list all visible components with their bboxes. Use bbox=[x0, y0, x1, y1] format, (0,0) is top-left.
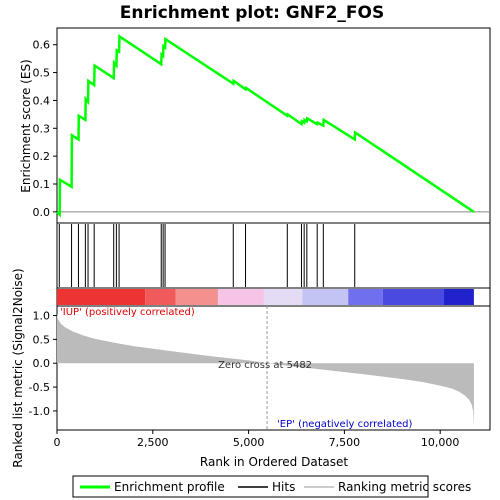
x-tick-label: 10,000 bbox=[421, 436, 460, 449]
positive-correlation-label: 'IUP' (positively correlated) bbox=[60, 307, 195, 318]
color-bar-segment bbox=[145, 289, 176, 305]
color-bar-segment bbox=[175, 289, 218, 305]
color-bar-segment bbox=[444, 289, 474, 305]
chart-title: Enrichment plot: GNF2_FOS bbox=[120, 3, 384, 23]
es-panel: 0.0 0.1 0.2 0.3 0.4 0.5 0.6 Enrichment score (… bbox=[19, 27, 491, 224]
es-ylabel: Enrichment score (ES) bbox=[19, 59, 33, 192]
rank-color-bar bbox=[56, 287, 491, 307]
legend-ranking-label: Ranking metric scores bbox=[338, 480, 471, 494]
hits-panel-frame bbox=[56, 222, 491, 289]
color-bar-segment bbox=[57, 289, 146, 305]
es-panel-frame bbox=[56, 27, 491, 224]
legend-hits-label: Hits bbox=[272, 480, 295, 494]
es-y-tick-label: 0.6 bbox=[33, 39, 51, 52]
metric-ylabel: Ranked list metric (Signal2Noise) bbox=[11, 268, 25, 467]
color-bar-segment bbox=[263, 289, 303, 305]
metric-y-tick-label: 1.0 bbox=[33, 310, 51, 323]
metric-y-tick-label: -1.0 bbox=[29, 405, 50, 418]
hits-panel bbox=[56, 222, 491, 289]
ranking-metric-area bbox=[57, 313, 474, 427]
x-tick-label: 0 bbox=[54, 436, 61, 449]
es-y-tick-label: 0.5 bbox=[33, 67, 51, 80]
color-bar-segment bbox=[382, 289, 445, 305]
es-y-tick-label: 0.4 bbox=[33, 94, 51, 107]
es-y-tick-label: 0.3 bbox=[33, 122, 51, 135]
es-y-tick-label: 0.2 bbox=[33, 150, 51, 163]
metric-panel: -1.0 -0.5 0.0 0.5 1.0 'IUP' (positively corr… bbox=[11, 268, 491, 468]
x-axis-label: Rank in Ordered Dataset bbox=[200, 455, 348, 469]
color-bar-segment bbox=[348, 289, 383, 305]
legend: Enrichment profile Hits Ranking metric s… bbox=[72, 475, 471, 498]
es-y-tick-label: 0.1 bbox=[33, 178, 51, 191]
negative-correlation-label: 'EP' (negatively correlated) bbox=[277, 419, 412, 430]
metric-y-tick-label: -0.5 bbox=[29, 381, 50, 394]
zero-cross-label: Zero cross at 5482 bbox=[218, 360, 312, 371]
legend-enrichment-label: Enrichment profile bbox=[114, 480, 225, 494]
es-y-tick-label: 0.0 bbox=[33, 206, 51, 219]
color-bar-segment bbox=[217, 289, 264, 305]
x-tick-label: 7,500 bbox=[329, 436, 361, 449]
x-tick-label: 5,000 bbox=[233, 436, 265, 449]
metric-y-tick-label: 0.0 bbox=[33, 357, 51, 370]
metric-y-tick-label: 0.5 bbox=[33, 333, 51, 346]
color-bar-segment bbox=[302, 289, 349, 305]
enrichment-profile-line bbox=[56, 34, 475, 218]
x-tick-label: 2,500 bbox=[137, 436, 169, 449]
